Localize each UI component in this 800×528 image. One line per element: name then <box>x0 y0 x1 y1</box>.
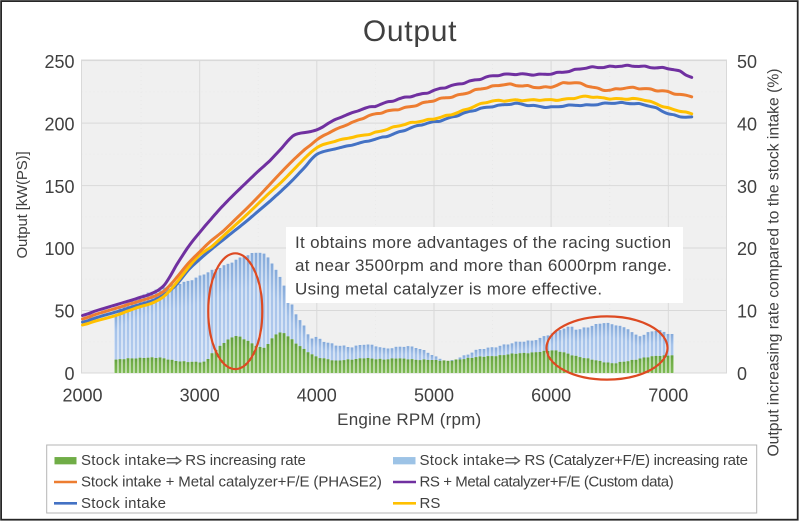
svg-text:250: 250 <box>44 52 74 72</box>
svg-text:4000: 4000 <box>297 386 337 406</box>
svg-text:5000: 5000 <box>414 386 454 406</box>
svg-text:200: 200 <box>44 114 74 134</box>
svg-text:Stock intake: Stock intake <box>81 452 166 469</box>
svg-text:Output: Output <box>363 15 457 48</box>
svg-text:RS increasing rate: RS increasing rate <box>185 452 305 469</box>
svg-text:It obtains more advantages of: It obtains more advantages of the racing… <box>295 233 671 252</box>
svg-text:at near 3500rpm and more than: at near 3500rpm and more than 6000rpm ra… <box>295 256 672 275</box>
svg-text:RS (Catalyzer+F/E) increasing: RS (Catalyzer+F/E) increasing rate <box>525 452 748 469</box>
svg-text:3000: 3000 <box>180 386 220 406</box>
svg-text:20: 20 <box>737 239 757 259</box>
svg-text:Stock intake + Metal catalyzer: Stock intake + Metal catalyzer+F/E (PHAS… <box>81 474 382 491</box>
svg-text:RS: RS <box>420 495 441 512</box>
svg-text:150: 150 <box>44 177 74 197</box>
svg-text:Stock intake: Stock intake <box>81 495 166 512</box>
svg-text:7000: 7000 <box>648 386 688 406</box>
svg-text:0: 0 <box>64 364 74 384</box>
svg-text:Output [kW(PS)]: Output [kW(PS)] <box>14 152 31 259</box>
svg-text:50: 50 <box>54 302 74 322</box>
svg-text:40: 40 <box>737 114 757 134</box>
svg-text:Using metal catalyzer is more: Using metal catalyzer is more effective. <box>295 279 602 298</box>
svg-text:30: 30 <box>737 177 757 197</box>
svg-text:100: 100 <box>44 239 74 259</box>
svg-text:6000: 6000 <box>531 386 571 406</box>
svg-text:0: 0 <box>737 364 747 384</box>
svg-text:Engine RPM (rpm): Engine RPM (rpm) <box>337 410 481 429</box>
svg-text:Stock intake: Stock intake <box>420 452 505 469</box>
svg-text:10: 10 <box>737 302 757 322</box>
svg-text:2000: 2000 <box>62 386 102 406</box>
svg-text:Output increasing rate compare: Output increasing rate compared to the s… <box>766 68 783 456</box>
svg-text:50: 50 <box>737 52 757 72</box>
svg-text:RS + Metal catalyzer+F/E (Cust: RS + Metal catalyzer+F/E (Custom data) <box>420 474 674 491</box>
